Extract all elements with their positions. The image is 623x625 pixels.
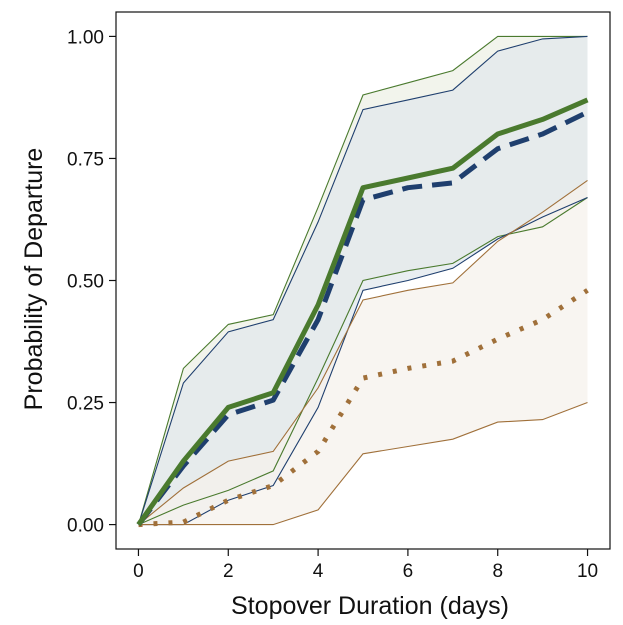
x-tick-label: 2	[223, 561, 234, 582]
y-tick-label: 0.00	[67, 516, 104, 537]
series-lines	[136, 97, 589, 528]
band-lower-solid	[138, 197, 588, 526]
x-tick-label: 0	[133, 561, 144, 582]
series-line-solid	[136, 97, 589, 527]
axes: 0 2 4 6 8 10 0.00 0.25 0.50 0.75 1.00	[67, 27, 598, 582]
x-tick-label: 4	[313, 561, 324, 582]
y-axis-title: Probability of Departure	[20, 148, 48, 411]
series-line-dotted	[138, 288, 589, 528]
band-fill-dotted	[138, 180, 588, 525]
x-tick-label: 8	[492, 561, 503, 582]
x-tick-label: 6	[403, 561, 414, 582]
y-tick-label: 0.25	[67, 394, 104, 415]
band-upper-dashed	[137, 35, 588, 525]
band-lower-dotted	[138, 401, 588, 526]
band-upper-dotted	[138, 179, 588, 526]
band-upper-solid	[137, 35, 588, 525]
y-tick-label: 0.50	[67, 272, 104, 293]
y-tick-label: 1.00	[67, 27, 104, 48]
y-tick-label: 0.75	[67, 149, 104, 170]
confidence-bands	[137, 35, 588, 526]
x-tick-label: 10	[577, 561, 598, 582]
series-line-dashed	[136, 109, 589, 527]
x-axis-title: Stopover Duration (days)	[231, 592, 509, 620]
